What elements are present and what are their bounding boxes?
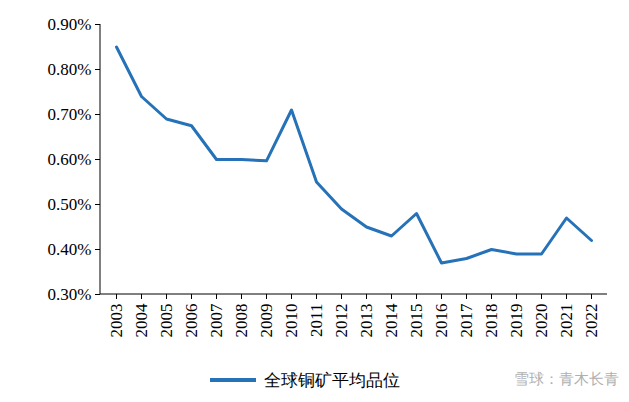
svg-text:2014: 2014 [382, 303, 401, 338]
svg-text:2010: 2010 [282, 304, 301, 338]
svg-text:2008: 2008 [232, 304, 251, 338]
svg-text:2011: 2011 [307, 304, 326, 337]
svg-text:0.40%: 0.40% [48, 240, 92, 259]
svg-text:0.60%: 0.60% [48, 150, 92, 169]
svg-text:2016: 2016 [432, 304, 451, 338]
svg-text:2009: 2009 [257, 304, 276, 338]
svg-text:2013: 2013 [357, 304, 376, 338]
svg-text:2022: 2022 [582, 304, 601, 338]
svg-text:2020: 2020 [532, 304, 551, 338]
svg-text:0.30%: 0.30% [48, 285, 92, 304]
svg-text:2018: 2018 [482, 304, 501, 338]
svg-text:2015: 2015 [407, 304, 426, 338]
svg-text:2005: 2005 [157, 304, 176, 338]
svg-text:0.50%: 0.50% [48, 195, 92, 214]
svg-text:2019: 2019 [507, 304, 526, 338]
svg-text:2003: 2003 [107, 304, 126, 338]
svg-text:0.90%: 0.90% [48, 15, 92, 34]
html-text:雪球：青木长青: 雪球：青木长青 [514, 370, 619, 388]
svg-text:0.80%: 0.80% [48, 60, 92, 79]
svg-text:2006: 2006 [182, 304, 201, 338]
svg-text:2021: 2021 [557, 304, 576, 338]
svg-text:0.70%: 0.70% [48, 105, 92, 124]
svg-text:2012: 2012 [332, 304, 351, 338]
html-text:全球铜矿平均品位: 全球铜矿平均品位 [263, 369, 400, 390]
svg-text:2004: 2004 [132, 303, 151, 338]
svg-text:2017: 2017 [457, 303, 476, 338]
svg-text:2007: 2007 [207, 303, 226, 338]
